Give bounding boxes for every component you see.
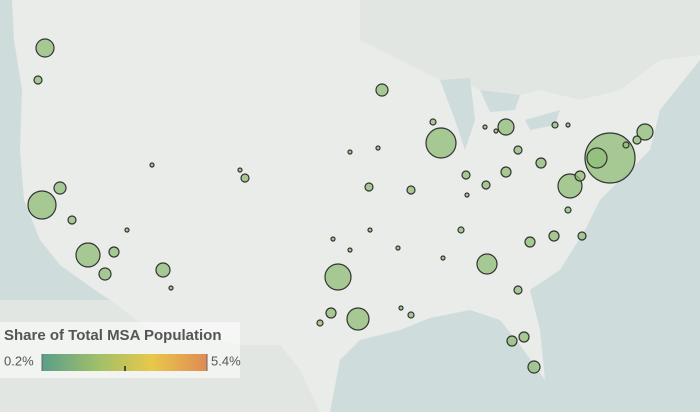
city-bubble [564, 206, 572, 214]
city-bubble [395, 245, 401, 251]
city-bubble [425, 127, 457, 159]
city-bubble [527, 360, 541, 374]
city-bubble [506, 335, 518, 347]
city-bubble [27, 190, 57, 220]
city-bubble [524, 236, 536, 248]
legend-min-label: 0.2% [4, 353, 34, 368]
city-bubble [622, 141, 630, 149]
city-bubble [482, 124, 488, 130]
city-bubble [124, 227, 130, 233]
city-bubble [565, 122, 571, 128]
city-bubble [108, 246, 120, 258]
pacific-ocean [0, 0, 110, 300]
city-bubble [518, 331, 530, 343]
city-bubble [98, 267, 112, 281]
great-lakes [440, 78, 560, 150]
city-bubble [557, 173, 583, 199]
city-bubble [53, 181, 67, 195]
city-bubble [513, 285, 523, 295]
city-bubble [67, 215, 77, 225]
city-bubble [364, 182, 374, 192]
city-bubble [155, 262, 171, 278]
city-bubble [75, 242, 101, 268]
city-bubble [168, 285, 174, 291]
city-bubble [513, 145, 523, 155]
atlantic-gulf [330, 60, 700, 412]
city-bubble [406, 185, 416, 195]
legend-max-label: 5.4% [211, 353, 241, 368]
city-bubble [497, 118, 515, 136]
city-bubble [347, 247, 353, 253]
city-bubble [347, 149, 353, 155]
city-bubble [440, 255, 446, 261]
city-bubble [577, 231, 587, 241]
city-bubble [574, 170, 586, 182]
legend-title: Share of Total MSA Population [4, 327, 222, 344]
city-bubble [551, 121, 559, 129]
bubbles [27, 38, 654, 374]
city-bubble [476, 253, 498, 275]
city-bubble [586, 147, 608, 169]
city-bubble [330, 236, 336, 242]
city-bubble [535, 157, 547, 169]
city-bubble [325, 307, 337, 319]
city-bubble [632, 135, 642, 145]
city-bubble [548, 230, 560, 242]
city-bubble [481, 180, 491, 190]
city-bubble [35, 38, 55, 58]
city-bubble [500, 166, 512, 178]
city-bubble [407, 311, 415, 319]
city-bubble [33, 75, 43, 85]
city-bubble [240, 173, 250, 183]
city-bubble [429, 118, 437, 126]
city-bubble [464, 192, 470, 198]
city-bubble [149, 162, 155, 168]
city-bubble [461, 170, 471, 180]
city-bubble [636, 123, 654, 141]
city-bubble [375, 83, 389, 97]
city-bubble [367, 227, 373, 233]
city-bubble [237, 167, 243, 173]
city-bubble [324, 263, 352, 291]
city-bubble [493, 128, 499, 134]
city-bubble [398, 305, 404, 311]
legend: Share of Total MSA Population 0.2% 5.4% [0, 322, 241, 378]
city-bubble [457, 226, 465, 234]
canada [360, 0, 700, 100]
city-bubble [316, 319, 324, 327]
city-bubble [346, 307, 370, 331]
city-bubble [375, 145, 381, 151]
legend-gradient [42, 354, 207, 371]
